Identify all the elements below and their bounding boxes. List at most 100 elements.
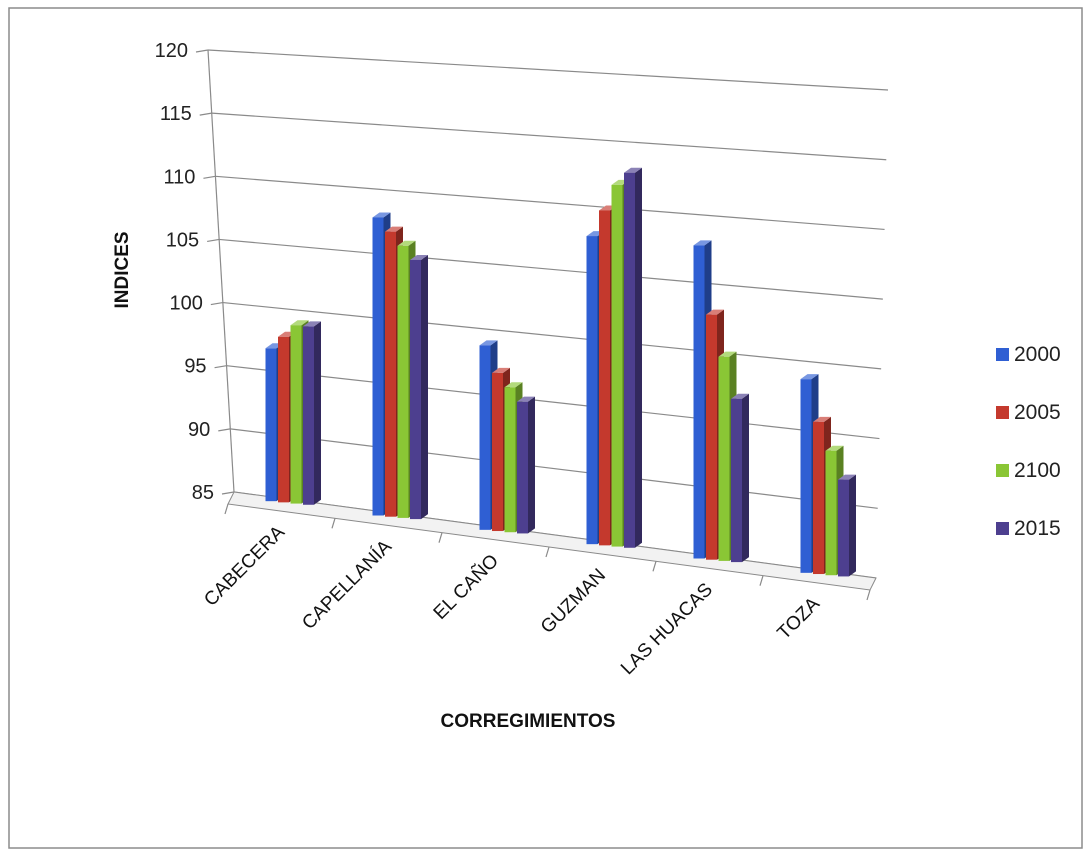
legend-label: 2005 <box>1014 401 1061 424</box>
y-tick-mark <box>203 175 216 179</box>
legend-label: 2015 <box>1014 517 1061 540</box>
legend: 2000 2005 2100 2015 <box>996 343 1061 540</box>
bar-front <box>838 479 849 577</box>
legend-swatch <box>996 464 1009 477</box>
bar-side <box>742 393 749 563</box>
bar-front <box>517 401 528 534</box>
gridline <box>226 365 880 440</box>
x-tick-mark <box>866 589 871 601</box>
y-tick-mark <box>195 49 209 53</box>
bar-front <box>303 326 314 505</box>
y-axis-line <box>207 49 235 493</box>
y-tick-label: 95 <box>184 356 206 378</box>
bar-top <box>385 226 403 232</box>
x-tick-mark <box>652 561 657 572</box>
bar-top <box>624 167 642 173</box>
y-tick-mark <box>218 428 231 432</box>
y-tick-label: 105 <box>166 229 199 251</box>
bar-top <box>397 240 416 246</box>
bar-front <box>410 259 421 520</box>
legend-item: 2000 <box>996 343 1061 366</box>
y-tick-label: 115 <box>160 103 192 125</box>
bar-front <box>586 236 598 545</box>
legend-item: 2005 <box>996 401 1061 424</box>
bar-front <box>611 184 623 547</box>
bar-front <box>825 450 837 576</box>
bar-top <box>800 374 819 380</box>
bar-front <box>706 314 717 560</box>
bar-side <box>635 167 642 548</box>
x-tick-mark <box>331 518 336 529</box>
y-tick-mark <box>207 238 220 243</box>
bar-front <box>731 398 742 563</box>
bar <box>624 167 642 548</box>
legend-swatch <box>996 348 1009 361</box>
bar-top <box>372 212 391 218</box>
x-tick-mark <box>438 532 443 543</box>
chart-frame <box>8 7 1083 849</box>
bar-top <box>479 340 498 346</box>
bar-top <box>718 351 737 357</box>
bar <box>517 396 535 534</box>
x-tick-mark <box>759 575 764 586</box>
legend-swatch <box>996 522 1009 535</box>
legend-label: 2100 <box>1014 459 1061 482</box>
y-tick-label: 85 <box>192 482 214 504</box>
bar-top <box>693 240 712 246</box>
bars <box>265 167 856 577</box>
y-tick-label: 90 <box>188 419 210 441</box>
bar-front <box>290 325 302 504</box>
bar-side <box>849 474 856 577</box>
bar-front <box>813 421 824 575</box>
bar-front <box>599 210 610 546</box>
bar <box>303 321 321 505</box>
y-tick-label: 100 <box>169 293 202 315</box>
bar-front <box>397 245 409 518</box>
y-axis-title: INDICES <box>112 231 133 308</box>
legend-item: 2015 <box>996 517 1061 540</box>
bar-top <box>706 309 724 315</box>
y-tick-label: 110 <box>164 166 196 188</box>
bar <box>410 254 428 520</box>
bar-top <box>504 382 523 388</box>
bar-front <box>624 172 635 548</box>
y-tick-mark <box>199 112 212 116</box>
legend-label: 2000 <box>1014 343 1061 366</box>
bar-front <box>278 336 289 503</box>
bar-top <box>303 321 321 327</box>
x-axis-title: CORREGIMIENTOS <box>441 711 616 732</box>
bar-top <box>290 320 309 326</box>
bar-top <box>731 393 749 399</box>
bar-side <box>421 254 428 520</box>
gridline <box>222 301 882 370</box>
bar-top <box>838 474 856 480</box>
legend-item: 2100 <box>996 459 1061 482</box>
bar <box>838 474 856 577</box>
y-tick-mark <box>214 365 227 369</box>
bar-side <box>314 321 321 505</box>
gridline <box>207 49 889 91</box>
bar-front <box>372 217 384 516</box>
bar-front <box>265 348 277 502</box>
bar-front <box>479 345 491 530</box>
x-tick-mark <box>224 503 229 515</box>
y-tick-mark <box>221 491 235 495</box>
gridline <box>230 428 878 509</box>
y-tick-mark <box>210 301 223 306</box>
bar-top <box>825 445 844 451</box>
x-tick-mark <box>545 546 550 558</box>
bar <box>731 393 749 563</box>
bar-top <box>517 396 535 402</box>
gridline <box>215 175 885 231</box>
bar-front <box>492 372 503 532</box>
y-tick-label: 120 <box>155 40 188 62</box>
bar-front <box>693 245 705 559</box>
bar-top <box>813 416 831 422</box>
legend-swatch <box>996 406 1009 419</box>
bar-top <box>410 254 428 260</box>
bar-top <box>492 367 510 373</box>
bar-front <box>800 379 812 573</box>
bar-front <box>504 387 516 533</box>
